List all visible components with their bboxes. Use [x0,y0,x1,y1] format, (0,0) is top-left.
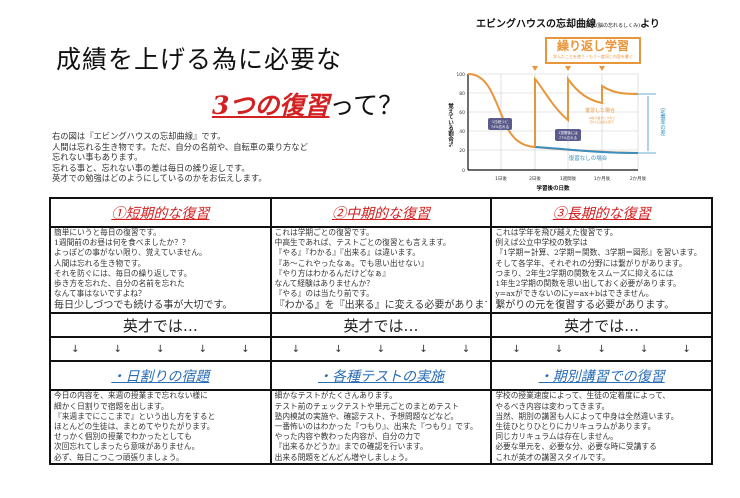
svg-text:40: 40 [459,129,465,135]
svg-text:※繰り返すにつれて: ※繰り返すにつれて [589,115,615,120]
down-arrow-icon: ↓ [682,343,691,355]
review-table: ①短期的な復習 ②中期的な復習 ③長期的な復習 簡単にいうと毎日の復習です。 1週… [49,197,713,466]
col1-eisai: 英才では… [49,312,272,339]
intro-line: 忘れない事もあります。 [52,152,143,162]
col2-method-body: 細かなテストがたくさんあります。 テスト前のチェックテストや単元ごとのまとめテスト… [269,389,493,466]
col2-method-heading: ・各種テストの実施 [269,360,493,392]
svg-text:忘れる割合も低下: 忘れる割合も低下 [590,119,614,124]
down-arrow-icon: ↓ [554,343,564,355]
col2-body: これは学期ごとの復習です。 中高生であれば、テストごとの復習とも言えます。 『やる』… [269,225,493,315]
down-arrow-icon: ↓ [461,343,471,355]
svg-text:74%忘れる: 74%忘れる [491,124,509,129]
svg-text:1か月後: 1か月後 [594,175,611,182]
col1-arrows: ↓ ↓ ↓ ↓ ↓ [49,336,272,363]
down-arrow-icon: ↓ [376,343,386,355]
down-arrow-icon: ↓ [597,343,606,355]
col3-eisai: 英才では… [490,312,713,339]
col1-method-body: 今日の内容を、来週の授業まで忘れない様に 細かく日割りで宿題を出します。 『来週まで… [49,389,272,466]
down-arrow-icon: ↓ [71,343,80,355]
svg-text:1日経つと: 1日経つと [492,119,508,124]
down-arrow-icon: ↓ [241,343,250,355]
intro-line: 忘れる事と、忘れない事の差は毎日の繰り返しです。 [52,162,250,173]
svg-text:復習した場合: 復習した場合 [585,107,615,114]
title-rest: って？ [329,91,404,120]
page-title-line1: 成績を上げる為に必要な [56,45,343,74]
svg-text:20: 20 [459,148,465,154]
svg-text:2日後: 2日後 [529,175,541,182]
col3-method-body: 学校の授業速度によって、生徒の定着度によって、 やるべき内容は変わってきます。 当然… [490,389,713,466]
col1-lead: 毎日少しづつでも続ける事が大切です。 [54,300,233,312]
svg-text:定着率の差: 定着率の差 [659,107,666,136]
repeat-learning-box: 繰り返し学習 学んだことを使う・もう一度同じ内容を書く [545,37,641,64]
col1-method-heading: ・日割りの宿題 [49,360,272,392]
intro-line: 右の図は『エビングハウスの忘却曲線』です。 [52,131,226,141]
svg-text:学習後の日数: 学習後の日数 [536,184,570,192]
down-arrow-icon: ↓ [419,343,428,355]
col2-heading: ②中期的な復習 [269,197,493,228]
svg-text:1日後: 1日後 [495,175,507,182]
col3-body: これは学年を飛び越えた復習です。 例えば公立中学校の数学は 『1学期＝計算、2学期＝… [490,225,713,315]
intro-line: 人間は忘れる生き物です。ただ、自分の名前や、自転車の乗り方など [52,141,308,152]
svg-text:1週間後には: 1週間後には [558,130,578,135]
svg-text:80: 80 [459,91,465,97]
chart-title: エビングハウスの忘却曲線(脳の忘れるしくみ)より [476,19,660,30]
svg-text:1週間後: 1週間後 [560,175,577,182]
col2-eisai: 英才では… [269,312,493,339]
down-arrow-icon: ↓ [512,343,521,355]
down-arrow-icon: ↓ [291,343,301,355]
down-arrow-icon: ↓ [156,343,165,355]
svg-text:60: 60 [459,110,465,116]
col1-body: 簡単にいうと毎日の復習です。 1週間前のお昼は何を食べましたか？？ よっぽどの事がな… [49,225,272,315]
svg-text:100: 100 [456,72,465,78]
svg-text:77%忘れる: 77%忘れる [559,135,577,140]
col3-method-heading: ・期別講習での復習 [490,360,713,392]
intro-text: 右の図は『エビングハウスの忘却曲線』です。 人間は忘れる生き物です。ただ、自分の… [52,131,308,184]
down-arrow-icon: ↓ [113,343,122,355]
col3-arrows: ↓ ↓ ↓ ↓ ↓ [490,336,713,363]
chart-plot: 100 80 60 40 20 0 1日後 2日後 1週間後 1か月後 2か月後 学習後の日数… [447,66,666,192]
col2-lead: 『わかる』を『出来る』に変える必要があります。 [274,300,488,312]
svg-text:0: 0 [462,168,465,174]
down-arrow-icon: ↓ [334,343,343,355]
col3-heading: ③長期的な復習 [490,197,713,228]
svg-text:覚えている割合%: 覚えている割合% [447,102,455,148]
svg-text:2か月後: 2か月後 [630,175,647,182]
col1-heading: ①短期的な復習 [49,197,272,228]
down-arrow-icon: ↓ [639,343,649,355]
down-arrow-icon: ↓ [198,343,208,355]
title-highlight: 3つの復習 [212,91,330,120]
col3-lead: 繋がりの元を復習する必要があります。 [495,300,675,312]
intro-line: 英才での勉強はどのようにしているのかをお伝えします。 [52,173,267,183]
page-title-line2: 3つの復習って？ [212,86,403,122]
forgetting-curve-chart: エビングハウスの忘却曲線(脳の忘れるしくみ)より 繰り返し学習 学んだことを使う… [438,8,740,193]
col2-arrows: ↓ ↓ ↓ ↓ ↓ [269,336,493,363]
svg-text:復習なしの場合: 復習なしの場合 [569,154,608,162]
